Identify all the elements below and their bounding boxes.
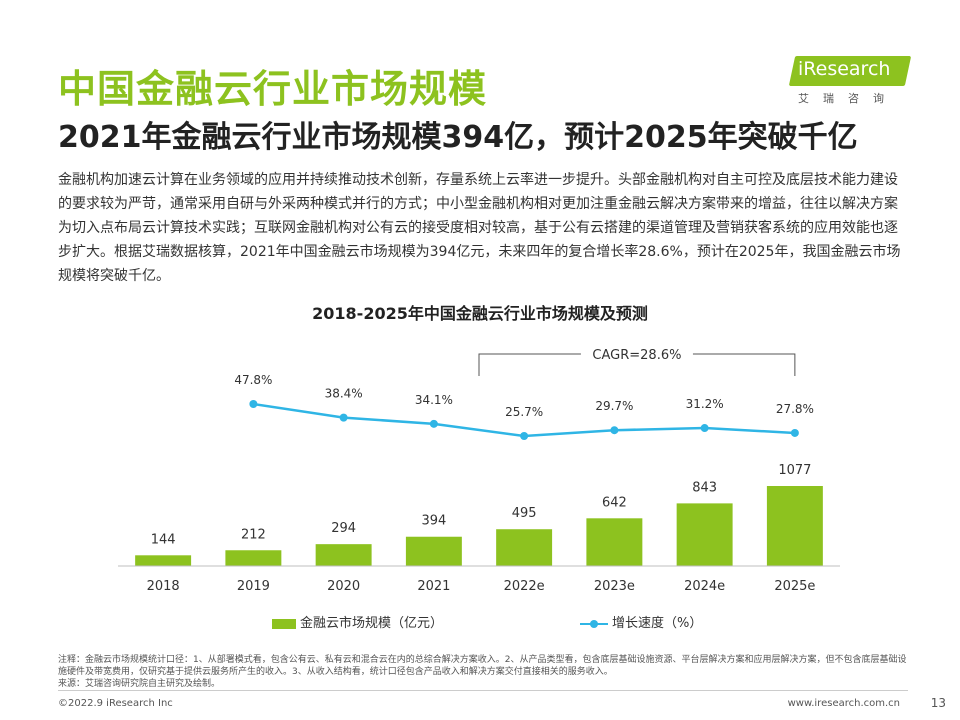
footer-divider [58, 690, 908, 691]
bar-2018 [135, 555, 192, 566]
legend-item-growth-rate: 增长速度（%） [580, 612, 702, 631]
growth-rate-label: 34.1% [415, 393, 453, 407]
logo-subtitle: 艾瑞咨询 [798, 92, 898, 105]
x-tick-label: 2018 [147, 579, 180, 594]
description-paragraph: 金融机构加速云计算在业务领域的应用并持续推动技术创新，存量系统上云率进一步提升。… [58, 172, 901, 284]
logo-name: iResearch [798, 58, 891, 80]
bar-2025e [766, 486, 823, 566]
legend-line-label: 增长速度（%） [612, 616, 703, 631]
growth-point-2020 [339, 413, 348, 422]
growth-point-2022e [520, 432, 529, 440]
iresearch-logo: iResearch 艾瑞咨询 [788, 56, 912, 106]
copyright: ©2022.9 iResearch Inc [58, 698, 173, 709]
growth-rate-label: 38.4% [325, 387, 363, 401]
growth-rate-label: 31.2% [686, 397, 724, 411]
x-tick-label: 2019 [237, 579, 270, 594]
x-tick-label: 2024e [684, 579, 725, 594]
footnote-note: 注释：金融云市场规模统计口径：1、从部署模式看，包含公有云、私有云和混合云在内的… [58, 655, 907, 677]
legend-item-market-size: 金融云市场规模（亿元） [272, 612, 443, 631]
bar-2023e [586, 518, 643, 566]
legend-line-swatch [580, 619, 608, 629]
page-subtitle: 2021年金融云行业市场规模394亿，预计2025年突破千亿 [58, 120, 858, 155]
growth-point-2025e [790, 428, 799, 437]
footnote: 注释：金融云市场规模统计口径：1、从部署模式看，包含公有云、私有云和混合云在内的… [58, 654, 908, 690]
growth-point-2019 [249, 400, 258, 408]
footnote-source: 来源：艾瑞咨询研究院自主研究及绘制。 [58, 679, 221, 689]
growth-point-2023e [610, 426, 619, 435]
growth-rate-label: 25.7% [505, 405, 543, 419]
bar-value-label: 144 [151, 532, 176, 547]
bar-value-label: 294 [331, 521, 356, 536]
bar-value-label: 394 [421, 514, 446, 529]
growth-rate-label: 29.7% [595, 399, 633, 413]
cagr-annotation: CAGR=28.6% [592, 348, 681, 363]
cagr-label-bg [580, 344, 693, 364]
growth-rate-label: 47.8% [234, 373, 272, 387]
legend-bar-label: 金融云市场规模（亿元） [300, 616, 444, 631]
growth-point-2021 [429, 419, 438, 428]
x-tick-label: 2025e [774, 579, 815, 594]
bar-value-label: 212 [241, 527, 266, 542]
x-tick-label: 2023e [594, 579, 635, 594]
website-link[interactable]: www.iresearch.com.cn [787, 698, 900, 709]
x-tick-label: 2022e [504, 579, 545, 594]
bar-value-label: 1077 [778, 463, 811, 478]
page-title: 中国金融云行业市场规模 [58, 67, 488, 111]
bar-value-label: 495 [512, 506, 537, 521]
growth-rate-label: 27.8% [776, 402, 814, 416]
bar-value-label: 642 [602, 495, 627, 510]
chart-legend: 金融云市场规模（亿元） 增长速度（%） [0, 612, 960, 632]
bar-2019 [225, 550, 282, 566]
page-number: 13 [930, 696, 946, 710]
legend-bar-swatch [272, 618, 296, 629]
bar-2022e [496, 529, 553, 566]
x-tick-label: 2021 [417, 579, 450, 594]
bar-2024e [676, 503, 733, 566]
bar-value-label: 843 [692, 480, 717, 495]
x-tick-label: 2020 [327, 579, 360, 594]
chart-title: 2018-2025年中国金融云行业市场规模及预测 [312, 304, 648, 323]
growth-point-2024e [700, 424, 709, 433]
bar-2020 [315, 544, 372, 566]
bar-2021 [405, 536, 462, 566]
